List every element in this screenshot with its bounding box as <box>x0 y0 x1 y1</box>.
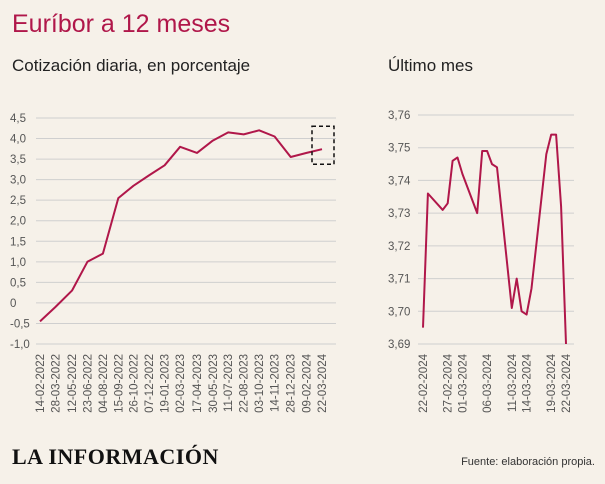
x-tick-label: 30-05-2023 <box>208 354 220 413</box>
y-tick-label: 2,5 <box>10 195 26 207</box>
y-tick-label: 3,71 <box>388 274 410 286</box>
x-tick-label: 01-03-2024 <box>457 353 469 412</box>
x-tick-label: 22-02-2024 <box>418 353 430 412</box>
y-tick-label: 3,72 <box>388 241 410 253</box>
x-tick-label: 07-12-2022 <box>144 354 156 413</box>
y-tick-label: 4,5 <box>10 113 26 125</box>
series-line <box>422 133 567 345</box>
y-tick-label: 3,0 <box>10 175 26 187</box>
y-tick-label: 0 <box>10 298 16 310</box>
chart-title: Euríbor a 12 meses <box>12 10 231 38</box>
x-tick-label: 19-03-2024 <box>546 353 558 412</box>
x-tick-label: 04-08-2022 <box>98 354 110 413</box>
x-tick-label: 22-08-2023 <box>239 354 251 413</box>
x-tick-label: 14-02-2022 <box>35 354 47 413</box>
x-tick-label: 02-03-2023 <box>175 354 187 413</box>
x-tick-label: 23-06-2022 <box>82 354 94 413</box>
x-tick-label: 14-11-2023 <box>270 354 282 412</box>
x-tick-label: 19-01-2023 <box>160 354 172 413</box>
x-tick-label: 28-03-2022 <box>50 354 62 413</box>
y-tick-label: 3,69 <box>388 339 410 351</box>
x-tick-label: 22-03-2024 <box>317 353 329 412</box>
x-tick-label: 11-07-2023 <box>223 354 235 412</box>
y-tick-label: -1,0 <box>10 339 30 351</box>
y-tick-label: 3,76 <box>388 110 410 122</box>
x-tick-label: 11-03-2024 <box>507 353 519 412</box>
x-tick-label: 15-09-2022 <box>113 354 125 413</box>
x-tick-label: 14-03-2024 <box>522 353 534 412</box>
x-tick-label: 09-02-2024 <box>302 353 314 412</box>
x-tick-label: 03-10-2023 <box>254 354 266 413</box>
left-chart-subtitle: Cotización diaria, en porcentaje <box>12 56 251 75</box>
daily-chart: 4,5 4,0 3,5 3,0 2,5 2,0 1,5 1,0 0,5 0 -0,5 -1,0 14-0… <box>10 113 336 413</box>
y-tick-label: 3,73 <box>388 208 410 220</box>
last-month-highlight-box <box>311 125 335 165</box>
y-tick-label: 3,75 <box>388 143 410 155</box>
x-tick-label: 28-12-2023 <box>286 354 298 413</box>
la-informacion-logo: LA INFORMACIÓN <box>12 444 219 469</box>
source-note: Fuente: elaboración propia. <box>461 456 595 468</box>
x-tick-label: 17-04-2023 <box>192 354 204 413</box>
right-chart-subtitle: Último mes <box>388 56 474 75</box>
x-tick-label: 12-05-2022 <box>67 354 79 413</box>
y-tick-label: 0,5 <box>10 277 26 289</box>
y-tick-label: 3,70 <box>388 306 410 318</box>
y-tick-label: -0,5 <box>10 318 30 330</box>
x-tick-label: 27-02-2024 <box>443 353 455 412</box>
x-tick-label: 06-03-2024 <box>482 353 494 412</box>
y-tick-label: 3,5 <box>10 154 26 166</box>
y-tick-label: 1,5 <box>10 236 26 248</box>
y-tick-label: 1,0 <box>10 257 26 269</box>
x-tick-label: 26-10-2022 <box>128 354 140 413</box>
x-tick-label: 22-03-2024 <box>561 353 573 412</box>
series-line <box>39 129 323 323</box>
y-tick-label: 4,0 <box>10 134 26 146</box>
y-tick-label: 3,74 <box>388 175 411 187</box>
y-tick-label: 2,0 <box>10 216 26 228</box>
